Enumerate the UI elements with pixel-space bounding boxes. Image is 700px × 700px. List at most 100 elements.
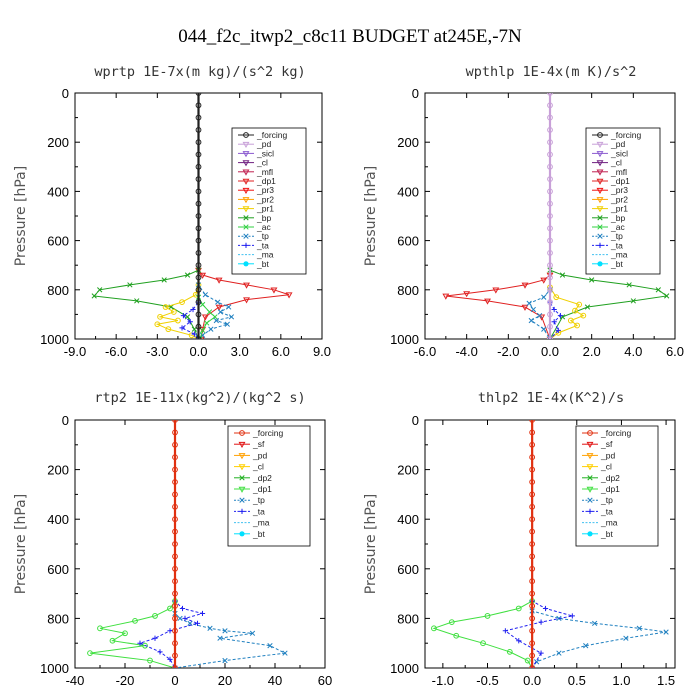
point-dp1 [442, 293, 450, 300]
point-forcing [547, 250, 553, 256]
point-forcing [172, 615, 178, 622]
point-dp1 [152, 613, 158, 619]
point-dp1 [97, 625, 103, 632]
point-bp [91, 293, 97, 299]
y-tick-label: 200 [397, 135, 419, 150]
y-tick-label: 800 [397, 283, 419, 298]
point-tp [208, 326, 214, 332]
point-tp [623, 635, 629, 641]
x-tick-label: -20 [116, 673, 135, 688]
point-ta [180, 313, 187, 319]
legend-marker-forcing [239, 430, 245, 436]
point-pr1 [170, 309, 177, 315]
point-ac [212, 314, 218, 320]
series-line-tp [198, 93, 233, 339]
x-tick-label: -40 [66, 673, 85, 688]
point-dp1 [215, 277, 223, 284]
point-dp1 [132, 617, 138, 624]
point-forcing [195, 93, 202, 96]
point-forcing [172, 565, 178, 572]
point-dp1 [122, 630, 128, 637]
point-tp [228, 314, 235, 320]
legend-marker-tp [597, 233, 603, 239]
x-tick-label: 3.0 [231, 344, 249, 359]
point-tp [207, 625, 213, 631]
legend-marker-ta [587, 508, 593, 514]
legend-label-ac: _ac [256, 222, 271, 232]
point-pr1 [580, 312, 587, 319]
legend-marker-bp [597, 215, 603, 221]
legend-marker-dp1 [596, 178, 604, 185]
legend-marker-sicl [596, 151, 604, 158]
legend-label-pr1: _pr1 [610, 204, 628, 214]
x-tick-label: -9.0 [64, 344, 86, 359]
legend-label-ta: _ta [600, 506, 613, 516]
point-forcing [195, 102, 202, 109]
point-dp1 [480, 640, 486, 647]
y-tick-label: 800 [47, 283, 69, 298]
point-ta [502, 628, 508, 634]
y-axis-label: Pressure [hPa] [13, 166, 29, 266]
point-forcing [547, 151, 553, 158]
point-tp [224, 321, 230, 327]
point-forcing [195, 225, 202, 232]
legend-marker-mfl [242, 169, 250, 176]
point-forcing [547, 299, 553, 306]
point-pr1 [154, 321, 161, 328]
point-pr1 [162, 304, 169, 310]
point-dp1 [463, 291, 471, 298]
legend-marker-cl [238, 464, 246, 471]
y-tick-label: 200 [47, 135, 69, 150]
point-ta [190, 306, 196, 313]
legend-label-pd: _pd [610, 139, 625, 149]
point-forcing [547, 213, 553, 219]
point-forcing [195, 286, 202, 293]
legend-marker-pd [238, 453, 246, 460]
series-line-dp1 [89, 420, 176, 668]
point-ta [542, 605, 549, 612]
point-dp1 [538, 314, 546, 321]
point-dp1 [521, 304, 529, 311]
y-tick-label: 800 [47, 611, 69, 626]
point-ta [516, 638, 522, 644]
legend-marker-pr3 [596, 187, 604, 195]
legend-label-pr3: _pr3 [610, 185, 628, 195]
point-dp1 [199, 272, 207, 279]
legend-label-bt: _bt [600, 529, 613, 539]
y-tick-label: 800 [397, 611, 419, 626]
point-forcing [195, 163, 202, 170]
point-forcing [529, 578, 536, 585]
x-tick-label: 60 [318, 673, 332, 688]
point-forcing [547, 237, 553, 244]
legend-label-pd: _pd [256, 139, 271, 149]
legend-label-ac: _ac [610, 222, 625, 232]
legend-label-forcing: _forcing [252, 428, 284, 438]
x-tick-label: -0.5 [476, 673, 498, 688]
point-dp1 [515, 605, 522, 612]
point-forcing [547, 323, 553, 330]
point-forcing [529, 479, 536, 485]
point-tp [556, 650, 562, 656]
point-forcing [547, 163, 553, 170]
point-bp [127, 282, 133, 288]
point-dp1 [167, 605, 173, 612]
y-tick-label: 400 [47, 512, 69, 527]
point-forcing [547, 139, 553, 146]
legend-marker-tp [243, 233, 249, 239]
point-forcing [172, 553, 178, 560]
legend-label-bp: _bp [256, 213, 271, 223]
point-forcing [195, 250, 202, 256]
panel-thlp2: thlp2 1E-4x(K^2)/s Pressure [hPa] -1.0 -0.5… [363, 390, 676, 688]
point-forcing [529, 491, 536, 498]
y-tick-label: 1000 [40, 661, 69, 676]
legend-marker-pd [586, 453, 594, 460]
x-tick-label: 40 [268, 673, 282, 688]
point-forcing [172, 640, 178, 647]
y-tick-label: 0 [412, 413, 419, 428]
point-forcing [172, 516, 178, 523]
point-forcing [529, 528, 536, 535]
point-tp [636, 625, 642, 631]
legend-marker-mfl [596, 169, 604, 176]
series-group [431, 420, 669, 668]
point-tp [541, 326, 547, 332]
